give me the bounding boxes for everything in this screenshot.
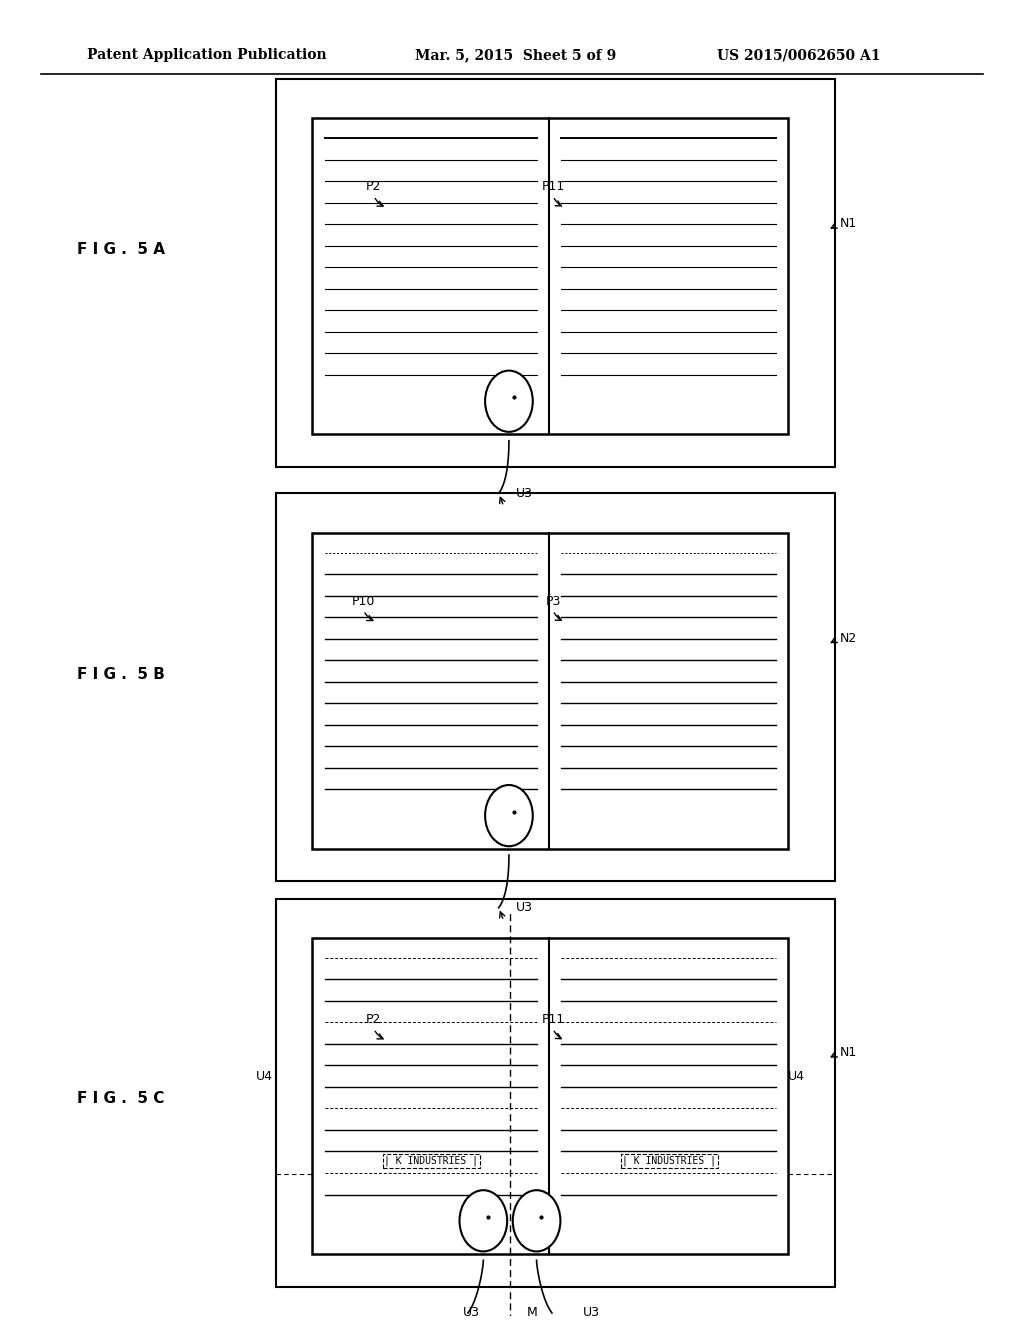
- Circle shape: [485, 785, 532, 846]
- Text: N1: N1: [840, 218, 857, 230]
- Text: U3: U3: [516, 902, 532, 915]
- Bar: [276, 899, 835, 1287]
- Circle shape: [485, 371, 532, 432]
- Text: P11: P11: [542, 1012, 564, 1026]
- Text: P10: P10: [352, 595, 375, 607]
- Text: Patent Application Publication: Patent Application Publication: [87, 49, 327, 62]
- Text: M: M: [527, 1307, 538, 1320]
- Text: P3: P3: [545, 595, 561, 607]
- Text: F I G .  5 A: F I G . 5 A: [77, 243, 165, 257]
- Text: U4: U4: [256, 1069, 272, 1082]
- Text: N2: N2: [840, 631, 857, 644]
- Text: U3: U3: [584, 1307, 600, 1320]
- Text: N1: N1: [840, 1045, 857, 1059]
- Bar: [276, 494, 835, 882]
- Bar: [312, 119, 788, 434]
- Text: U3: U3: [516, 487, 532, 500]
- Text: P2: P2: [366, 1012, 382, 1026]
- Text: U4: U4: [788, 1069, 805, 1082]
- Text: P11: P11: [542, 181, 564, 193]
- Text: US 2015/0062650 A1: US 2015/0062650 A1: [717, 49, 881, 62]
- Text: F I G .  5 B: F I G . 5 B: [77, 668, 165, 682]
- Bar: [312, 533, 788, 849]
- Text: P2: P2: [366, 181, 382, 193]
- Text: U3: U3: [463, 1307, 479, 1320]
- Circle shape: [513, 1191, 560, 1251]
- Text: F I G .  5 C: F I G . 5 C: [77, 1090, 164, 1106]
- Circle shape: [460, 1191, 507, 1251]
- Text: | K INDUSTRIES |: | K INDUSTRIES |: [384, 1156, 478, 1167]
- Bar: [276, 79, 835, 467]
- Text: Mar. 5, 2015  Sheet 5 of 9: Mar. 5, 2015 Sheet 5 of 9: [415, 49, 616, 62]
- Bar: [312, 939, 788, 1254]
- Text: | K INDUSTRIES |: | K INDUSTRIES |: [623, 1156, 717, 1167]
